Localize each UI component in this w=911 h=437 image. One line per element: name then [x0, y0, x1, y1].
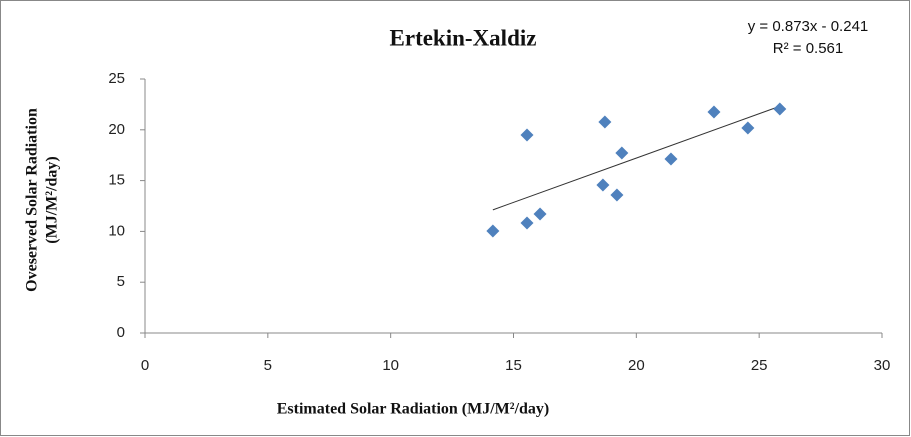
y-axis-label: Oveserved Solar Radiation (MJ/M²/day)	[24, 108, 61, 292]
x-tick-label: 10	[382, 357, 399, 374]
x-tick-label: 5	[264, 357, 272, 374]
point	[741, 121, 755, 135]
trendline-equation: y = 0.873x - 0.241	[748, 18, 869, 35]
point	[596, 178, 610, 192]
x-tick-label: 0	[141, 357, 149, 374]
trendline	[492, 105, 780, 211]
y-axis-label-line: Oveserved Solar Radiation	[24, 108, 41, 292]
y-tick-label: 15	[108, 172, 125, 189]
x-axis-label: Estimated Solar Radiation (MJ/M²/day)	[277, 401, 550, 418]
point	[520, 216, 534, 230]
y-tick-label: 25	[108, 70, 125, 87]
y-tick-label: 0	[117, 324, 125, 341]
x-tick-label: 25	[751, 357, 768, 374]
point	[610, 188, 624, 202]
point	[707, 105, 721, 119]
x-tick-label: 30	[874, 357, 891, 374]
chart-title: Ertekin-Xaldiz	[390, 25, 537, 50]
point	[664, 152, 678, 166]
x-tick-label: 20	[628, 357, 645, 374]
point	[486, 224, 500, 238]
y-tick-label: 5	[117, 273, 125, 290]
point	[598, 115, 612, 129]
point	[773, 102, 787, 116]
trendline-r2: R² = 0.561	[773, 40, 843, 57]
point	[533, 207, 547, 221]
y-tick-label: 10	[108, 222, 125, 239]
x-tick-label: 15	[505, 357, 522, 374]
point	[615, 146, 629, 160]
y-tick-label: 20	[108, 121, 125, 138]
point	[520, 128, 534, 142]
y-axis-label-line: (MJ/M²/day)	[44, 156, 61, 243]
